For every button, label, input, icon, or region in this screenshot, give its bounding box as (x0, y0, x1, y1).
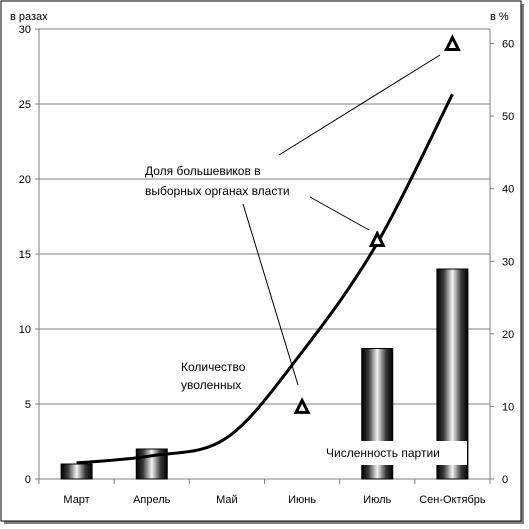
left-tick-label: 0 (25, 474, 31, 486)
triangle-marker (368, 230, 386, 247)
triangle-marker (443, 34, 461, 52)
left-tick-label: 25 (19, 99, 31, 111)
left-tick-label: 15 (19, 249, 31, 261)
right-tick-label: 10 (502, 401, 514, 413)
annotation-share-line-2: выборных органах власти (145, 184, 290, 198)
leader-line-1 (278, 54, 441, 156)
leader-line-2 (309, 196, 370, 231)
category-axis-ticks: Март Апрель Май Июнь Июль Сен-Октябрь (38, 479, 491, 506)
right-tick-label: 40 (502, 184, 514, 196)
left-axis-title: в разах (10, 11, 48, 23)
annotation-party: Численность партии (326, 446, 440, 460)
left-tick-label: 10 (19, 324, 31, 336)
triangle-marker (293, 397, 311, 414)
line-series (76, 93, 454, 465)
category-label: Апрель (133, 494, 171, 506)
annotation-share-line-1: Доля большевиков в (145, 164, 261, 178)
chart-frame (0, 0, 522, 522)
right-tick-label: 0 (502, 474, 508, 486)
right-tick-label: 50 (502, 111, 514, 123)
category-label: Сен-Октябрь (419, 494, 486, 506)
right-tick-label: 20 (502, 329, 514, 341)
right-axis-ticks: 0 10 20 30 40 50 60 (490, 39, 514, 486)
annotation-party-bg (322, 441, 467, 465)
bar (60, 463, 93, 480)
category-label: Июль (363, 494, 391, 506)
series-line (76, 93, 454, 465)
category-label: Май (216, 494, 238, 506)
right-tick-label: 30 (502, 256, 514, 268)
left-tick-label: 5 (25, 399, 31, 411)
left-tick-label: 30 (19, 24, 31, 36)
left-axis-ticks: 0 5 10 15 20 25 30 (19, 24, 39, 486)
category-label: Март (63, 494, 89, 506)
left-tick-label: 20 (19, 174, 31, 186)
gridlines (39, 28, 490, 405)
category-label: Июнь (288, 494, 316, 506)
triangle-series (293, 34, 461, 414)
right-tick-label: 60 (502, 39, 514, 51)
leader-line-3 (242, 203, 299, 386)
annotation-fired-line-2: уволенных (181, 378, 241, 392)
right-axis-title: в % (490, 11, 509, 23)
annotation-fired-line-1: Количество (181, 360, 246, 374)
annotation-layer: Доля большевиков в выборных органах влас… (145, 54, 467, 465)
